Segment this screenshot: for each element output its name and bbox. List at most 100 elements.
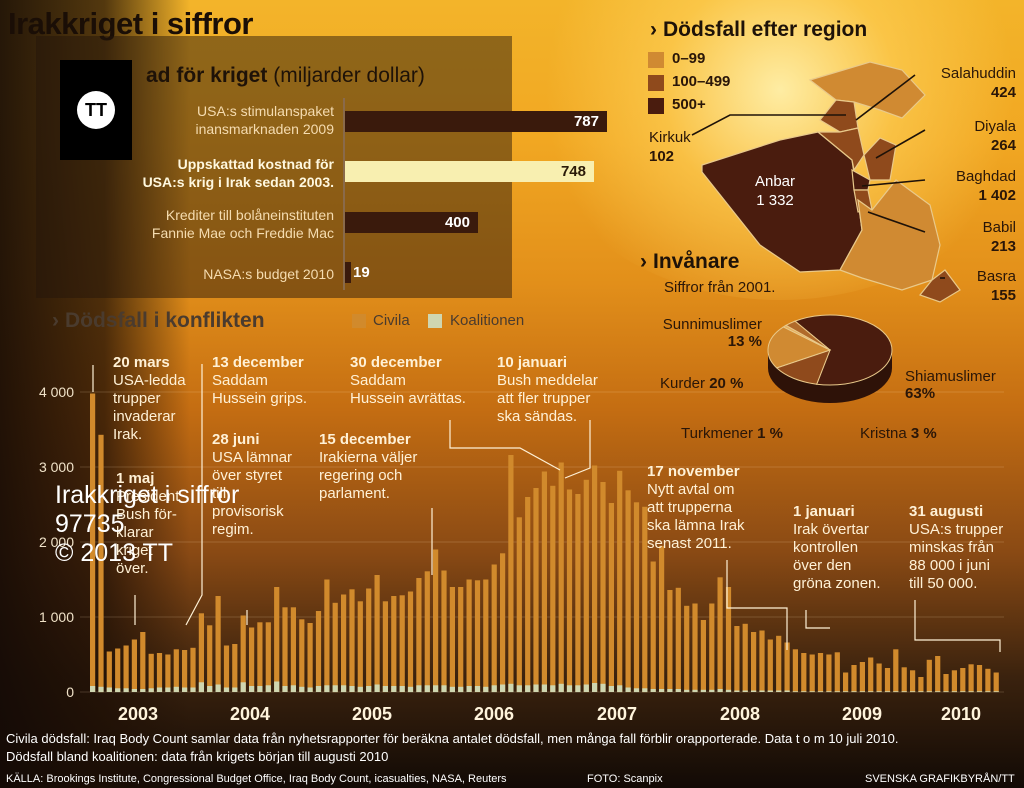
chevron-right-icon: › xyxy=(650,18,657,41)
year-label-2007: 2007 xyxy=(597,704,638,724)
annotation-1-januari: 1 januari Irak övertar kontrollen över d… xyxy=(793,503,881,592)
bar-civila xyxy=(826,654,832,692)
population-pie xyxy=(767,314,893,403)
chevron-right-icon: › xyxy=(640,250,647,273)
map-legend-high: 500+ xyxy=(672,96,706,113)
bar-koalitionen xyxy=(491,685,497,693)
bar-koalitionen xyxy=(734,690,740,692)
bar-civila xyxy=(859,662,865,692)
bar-civila xyxy=(592,465,598,692)
cost-title-normal: (miljarder dollar) xyxy=(273,64,425,87)
bar-koalitionen xyxy=(407,686,414,693)
bar-civila xyxy=(876,663,882,692)
bar-koalitionen xyxy=(399,686,405,692)
bar-civila xyxy=(742,623,748,693)
bar-koalitionen xyxy=(550,685,556,693)
bar-koalitionen xyxy=(776,690,782,692)
bar-civila xyxy=(566,489,573,692)
bar-civila xyxy=(935,656,941,692)
bar-koalitionen xyxy=(625,687,631,692)
cost-title-bold: ad för kriget xyxy=(146,64,268,87)
map-region-basra xyxy=(919,269,961,303)
y-tick-3000: 3 000 xyxy=(38,459,74,475)
bar-civila xyxy=(926,659,932,693)
cost-value: 787 xyxy=(573,113,599,130)
bar-civila xyxy=(951,670,957,693)
bar-civila xyxy=(893,649,899,692)
bar-civila xyxy=(692,603,698,692)
bar-koalitionen xyxy=(901,691,907,693)
bar-koalitionen xyxy=(935,691,941,693)
bar-civila xyxy=(508,455,514,692)
bar-koalitionen xyxy=(859,691,865,693)
bar-koalitionen xyxy=(165,687,171,692)
annotation-15-december: 15 december Irakierna väljer regering oc… xyxy=(319,431,418,502)
bar-civila xyxy=(433,549,439,692)
bar-koalitionen xyxy=(282,686,288,692)
cost-bar-nasa: 19 xyxy=(345,262,370,283)
bar-koalitionen xyxy=(985,691,991,693)
bar-civila xyxy=(834,652,840,693)
bar-civila xyxy=(734,626,740,692)
bar-civila xyxy=(884,668,891,692)
footer-photo: FOTO: Scanpix xyxy=(587,773,663,785)
bar-koalitionen xyxy=(90,686,96,692)
bar-civila xyxy=(767,639,773,692)
bar-civila xyxy=(675,587,681,692)
bar-koalitionen xyxy=(692,689,698,693)
bar-civila xyxy=(868,657,874,692)
tt-logo-circle: TT xyxy=(77,91,115,129)
bar-koalitionen xyxy=(525,685,531,693)
bar-civila xyxy=(667,590,673,692)
bar-koalitionen xyxy=(156,687,163,692)
bar-koalitionen xyxy=(993,691,999,693)
bar-civila xyxy=(349,589,355,693)
bar-civila xyxy=(717,577,723,693)
bar-civila xyxy=(466,579,472,692)
pie-label-turkmener: Turkmener 1 % xyxy=(681,425,783,442)
bar-koalitionen xyxy=(709,689,715,693)
bar-koalitionen xyxy=(884,691,891,693)
bar-koalitionen xyxy=(483,686,489,693)
bar-koalitionen xyxy=(374,684,380,692)
bar-koalitionen xyxy=(332,685,338,693)
bar-civila xyxy=(968,664,974,693)
bar-civila xyxy=(90,393,96,692)
bar-civila xyxy=(416,578,422,692)
year-label-2008: 2008 xyxy=(720,704,761,724)
bar-civila xyxy=(575,494,581,692)
bar-civila xyxy=(809,654,815,692)
bar-koalitionen xyxy=(290,685,296,693)
bar-civila xyxy=(725,587,732,692)
annotation-pointer xyxy=(726,560,788,650)
bar-civila xyxy=(851,665,857,692)
bar-civila xyxy=(709,603,715,692)
bar-civila xyxy=(307,623,313,692)
region-basra: Basra 155 xyxy=(976,268,1016,304)
bar-koalitionen xyxy=(207,686,213,692)
cost-label-3: NASA:s budget 2010 xyxy=(203,266,334,282)
bar-civila xyxy=(759,630,765,692)
bar-koalitionen xyxy=(265,685,271,693)
bar-civila xyxy=(341,594,347,692)
bar-civila xyxy=(249,627,255,692)
bar-koalitionen xyxy=(893,691,899,693)
bar-civila xyxy=(391,596,397,692)
bar-koalitionen xyxy=(508,683,514,693)
bar-civila xyxy=(399,595,405,693)
bar-koalitionen xyxy=(190,687,196,692)
tt-logo-text: TT xyxy=(85,100,107,120)
bar-koalitionen xyxy=(173,686,179,693)
bar-koalitionen xyxy=(801,691,807,693)
bar-koalitionen xyxy=(98,686,104,693)
bar-civila xyxy=(976,665,983,692)
cost-label-2: Krediter till bolåneinstituten Fannie Ma… xyxy=(151,207,334,241)
legend-koalitionen: Koalitionen xyxy=(450,312,525,329)
bar-koalitionen xyxy=(223,687,230,692)
bar-civila xyxy=(650,561,656,692)
bar-koalitionen xyxy=(566,685,573,693)
pie-label-kristna: Kristna 3 % xyxy=(860,425,937,442)
bar-koalitionen xyxy=(742,690,748,692)
bar-koalitionen xyxy=(834,691,840,693)
bar-koalitionen xyxy=(123,688,129,693)
